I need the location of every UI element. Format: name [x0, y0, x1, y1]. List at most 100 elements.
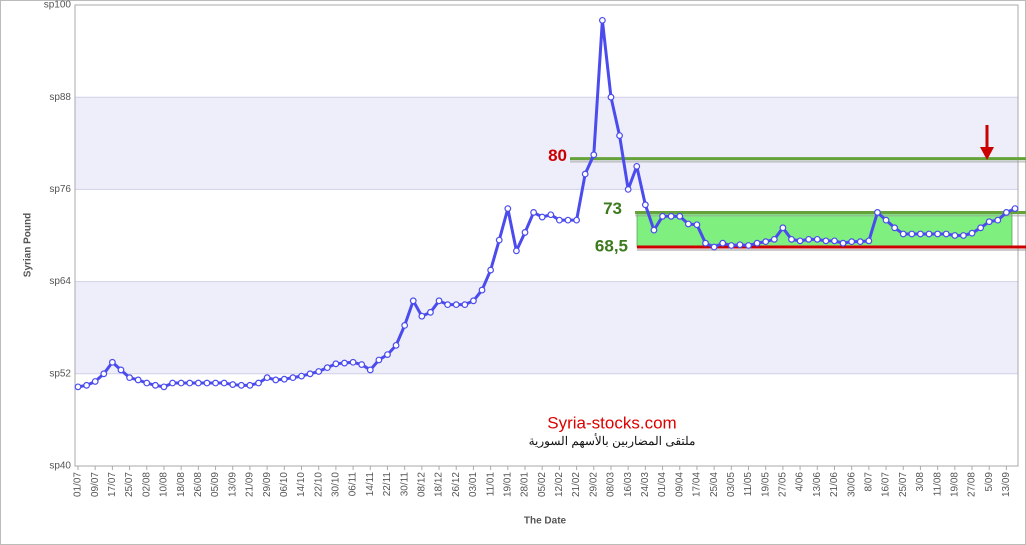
data-point	[349, 358, 357, 366]
data-point	[487, 266, 495, 274]
data-point	[375, 356, 383, 364]
data-point	[555, 216, 563, 224]
x-tick-label: 03/01	[468, 472, 479, 497]
x-tick-label: 4/06	[795, 472, 806, 492]
y-tick-label: sp40	[49, 461, 71, 472]
arrow-head	[980, 147, 994, 160]
data-point	[427, 308, 434, 316]
data-point	[736, 241, 744, 249]
x-tick-label: 19/08	[949, 472, 960, 497]
x-tick-label: 03/05	[726, 472, 737, 497]
data-point	[461, 301, 469, 309]
x-tick-label: 18/12	[434, 472, 445, 497]
data-point	[74, 383, 82, 391]
x-tick-label: 05/02	[537, 472, 548, 497]
data-point	[513, 247, 520, 255]
x-tick-label: 09/07	[90, 472, 101, 497]
data-point	[315, 368, 323, 375]
data-point	[770, 235, 778, 243]
x-tick-label: 10/08	[159, 472, 170, 497]
x-tick-label: 17/04	[692, 472, 703, 497]
data-point	[117, 366, 125, 374]
x-tick-label: 21/06	[829, 472, 840, 497]
data-point	[530, 209, 538, 216]
data-point	[710, 243, 718, 251]
data-point	[151, 381, 159, 389]
x-tick-label: 29/09	[262, 472, 273, 497]
y-tick-label: sp52	[49, 368, 71, 379]
data-point	[925, 230, 933, 238]
data-point	[598, 16, 606, 24]
x-tick-label: 16/07	[881, 472, 892, 497]
x-tick-label: 11/01	[485, 472, 496, 497]
data-point	[1011, 205, 1019, 213]
x-tick-label: 08/12	[416, 472, 427, 497]
data-point	[1003, 209, 1010, 216]
data-point	[590, 151, 598, 159]
x-tick-label: 14/11	[365, 472, 376, 497]
data-point	[306, 370, 314, 378]
data-point	[908, 230, 916, 238]
data-point	[684, 220, 692, 228]
data-point	[538, 213, 546, 221]
data-point	[676, 212, 684, 220]
data-point	[960, 232, 967, 239]
x-tick-label: 21/09	[245, 472, 256, 497]
data-point	[280, 375, 288, 383]
data-point	[186, 379, 194, 387]
x-tick-label: 30/10	[331, 472, 342, 497]
x-tick-label: 01/04	[657, 472, 668, 497]
y-tick-label: sp64	[49, 276, 71, 287]
data-point	[891, 224, 899, 232]
x-tick-label: 02/08	[141, 472, 152, 497]
x-tick-label: 30/06	[846, 472, 857, 497]
x-tick-label: 25/04	[709, 472, 720, 497]
data-point	[667, 212, 675, 220]
x-tick-label: 13/06	[812, 472, 823, 497]
data-point	[495, 236, 503, 244]
x-tick-label: 8/07	[864, 472, 875, 492]
data-point	[702, 239, 709, 247]
data-point	[289, 374, 297, 382]
data-point	[856, 238, 864, 246]
data-point	[332, 360, 340, 368]
x-tick-label: 5/09	[984, 472, 995, 492]
data-point	[719, 239, 727, 247]
y-axis-title: Syrian Pound	[23, 213, 34, 277]
x-tick-label: 06/10	[279, 472, 290, 497]
data-point	[366, 366, 374, 374]
x-tick-label: 24/03	[640, 472, 651, 497]
x-tick-label: 22/10	[313, 472, 324, 497]
data-point	[650, 226, 658, 234]
data-point	[693, 221, 701, 229]
data-point	[865, 237, 873, 245]
data-point	[968, 229, 976, 237]
data-point	[616, 132, 623, 140]
x-tick-label: 19/05	[760, 472, 771, 497]
x-tick-label: 18/08	[176, 472, 187, 497]
data-point	[220, 379, 228, 387]
data-point	[194, 379, 202, 387]
data-point	[444, 301, 452, 309]
data-point	[169, 379, 176, 387]
x-tick-label: 30/11	[399, 472, 410, 497]
data-point	[91, 378, 99, 385]
x-tick-label: 21/02	[571, 472, 582, 497]
data-point	[633, 162, 641, 170]
x-tick-label: 13/09	[227, 472, 238, 497]
data-point	[83, 381, 90, 389]
data-point	[358, 361, 366, 368]
data-point	[384, 351, 391, 358]
data-point	[237, 381, 245, 389]
data-point	[255, 379, 262, 387]
data-point	[581, 170, 589, 178]
data-point	[409, 297, 417, 305]
data-point	[805, 235, 813, 243]
x-tick-label: 08/03	[606, 472, 617, 497]
data-point	[788, 235, 795, 243]
data-point	[401, 321, 409, 329]
data-point	[564, 216, 572, 224]
y-tick-label: sp88	[49, 92, 71, 103]
